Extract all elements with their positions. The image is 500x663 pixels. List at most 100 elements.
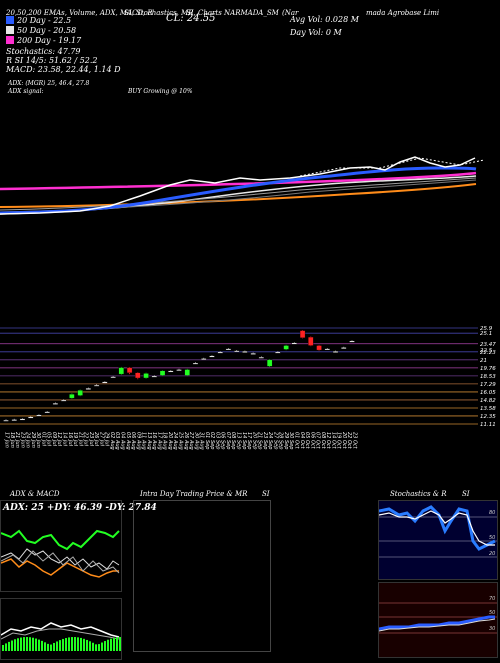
title-mid1: SI, Stochastics, MR	[124, 9, 194, 17]
date-tick-label: 11 Aug	[141, 432, 147, 450]
candle-body	[291, 342, 297, 345]
date-tick-label: 04 Aug	[120, 432, 126, 450]
date-tick-label: 08 Sep	[230, 432, 236, 449]
date-tick-label: 14 Oct	[330, 432, 336, 450]
ema-gray-curve-a	[0, 177, 477, 211]
date-tick-label: 03 Aug	[114, 432, 120, 450]
price-tick-label: 25.1	[480, 331, 492, 337]
macd-histogram-bar	[11, 640, 13, 651]
macd-histogram-bar	[104, 641, 106, 651]
date-tick-label: 22 Jul	[83, 432, 89, 447]
candle-body	[11, 419, 17, 421]
macd-histogram-bar	[113, 637, 115, 651]
candle-body	[250, 353, 256, 355]
stoch-k-line	[378, 505, 496, 551]
date-tick-label: 06 Aug	[130, 432, 136, 450]
date-tick-label: 24 Aug	[172, 432, 178, 450]
date-tick-label: 29 Jul	[104, 432, 110, 447]
macd-histogram-bar	[77, 637, 79, 651]
candles	[3, 329, 355, 422]
date-tick-label: 21 Sep	[257, 432, 263, 449]
price-tick-label: 22.23	[480, 350, 496, 356]
price-tick-label: 16.05	[480, 390, 496, 396]
candle-body	[308, 336, 314, 346]
candle-body	[85, 388, 92, 390]
macd-histogram-bar	[98, 644, 100, 651]
candle-body	[176, 369, 182, 371]
candle-body	[184, 369, 190, 376]
date-tick-label: 18 Jun	[9, 432, 15, 448]
macd-histogram-bar	[50, 644, 52, 651]
price-grid	[0, 327, 478, 425]
date-tick-label: 23 Jul	[88, 432, 94, 447]
price-dotted	[299, 157, 485, 177]
candle-body	[283, 345, 289, 350]
adx-white-line-2	[0, 550, 120, 574]
macd-histogram-bar	[26, 637, 28, 651]
price-tick-label: 25.9	[480, 326, 493, 332]
price-tick-label: 18.53	[480, 374, 496, 380]
panel-title-intraday: Intra Day Trading Price & MR	[140, 490, 248, 498]
date-tick-label: 14 Sep	[241, 432, 247, 449]
candle-body	[275, 351, 281, 354]
adx-signal-label: ADX signal:	[8, 88, 44, 95]
price-tick-label: 22.5	[480, 348, 493, 354]
date-tick-label: 20 Oct	[341, 432, 347, 450]
date-tick-label: 21 Jul	[77, 432, 83, 447]
date-tick-label: 09 Aug	[135, 432, 141, 450]
date-tick-label: 23 Sep	[262, 432, 268, 449]
date-tick-label: 07 Oct	[315, 432, 321, 450]
adx-signal-value: BUY Growing @ 10%	[128, 88, 193, 95]
candle-body	[341, 347, 347, 349]
macd-histogram-bar	[41, 640, 43, 651]
candle-body	[28, 416, 34, 419]
macd-histogram-bar	[65, 638, 67, 651]
date-tick-label: 18 Aug	[162, 432, 168, 450]
ema20-legend: 20 Day - 22.5	[6, 16, 71, 25]
candle-body	[61, 399, 67, 402]
panel-title-adx-macd: ADX & MACD	[10, 490, 60, 498]
intraday-panel	[133, 500, 271, 652]
rsi-panel: 70 50 30	[378, 582, 498, 658]
price-tick-label: 13.58	[480, 406, 496, 412]
adx-green-line	[0, 529, 120, 551]
macd-histogram-bar	[101, 642, 103, 651]
ema50-legend: 50 Day - 20.58	[6, 26, 76, 35]
price-tick-label: 23.47	[480, 342, 496, 348]
macd-line	[0, 622, 120, 638]
date-tick-label: 22 Oct	[346, 432, 352, 450]
date-tick-label: 26 Aug	[183, 432, 189, 450]
date-tick-label: 23 Oct	[352, 432, 358, 450]
date-tick-label: 24 Sep	[267, 432, 273, 449]
date-tick-label: 13 Aug	[146, 432, 152, 450]
candle-body	[126, 367, 133, 373]
candle-body	[349, 340, 355, 343]
adx-panel-label: ADX: 25 +DY: 46.39 -DY: 27.84	[3, 503, 157, 513]
adx-text: ADX: (MGR) 25, 46.4, 27.8	[8, 80, 90, 87]
candle-body	[93, 384, 100, 387]
price-tick-label: 12.35	[480, 414, 496, 420]
ema50-label: 50 Day - 20.58	[17, 26, 77, 35]
date-tick-label: 14 Jul	[62, 432, 68, 447]
date-tick-label: 12 Jul	[56, 432, 62, 447]
date-tick-label: 24 Jun	[25, 432, 31, 448]
price-line	[0, 156, 476, 215]
date-tick-label: 29 Sep	[283, 432, 289, 449]
macd-histogram-bar	[95, 644, 97, 651]
ema200-swatch	[6, 36, 14, 44]
macd-panel	[0, 598, 122, 660]
candle-body	[258, 357, 265, 359]
macd-histogram-bar	[35, 638, 37, 651]
macd-histogram-bar	[14, 639, 16, 651]
candle-body	[44, 411, 50, 414]
macd-histogram-bar	[32, 637, 34, 651]
macd-histogram-bar	[80, 637, 82, 651]
title-right1: (Nar	[282, 9, 299, 17]
date-tick-label: 20 Sep	[251, 432, 257, 449]
candle-body	[110, 376, 116, 379]
macd-histogram-bar	[5, 643, 7, 651]
macd-histogram-bar	[23, 637, 25, 651]
stoch-panel: 80 50 20	[378, 500, 498, 580]
candle-body	[3, 420, 9, 422]
macd-histogram-bar	[44, 642, 46, 651]
